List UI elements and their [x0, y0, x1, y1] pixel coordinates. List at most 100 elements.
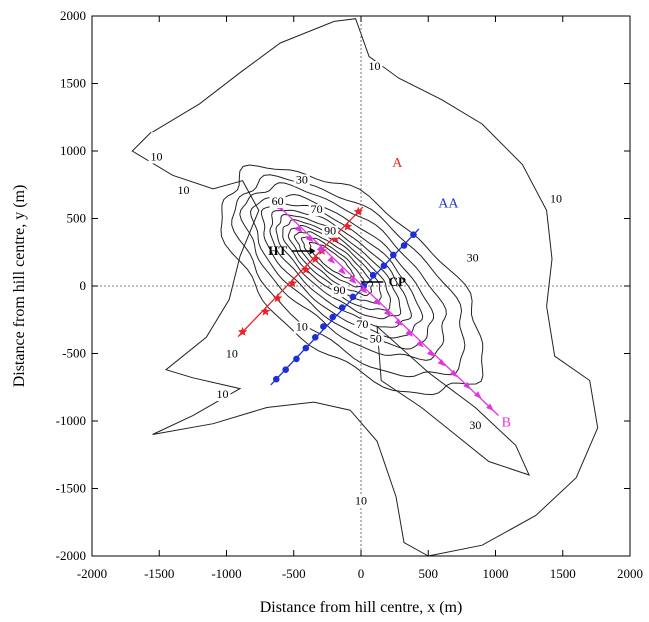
series-point — [282, 366, 289, 374]
x-axis-label: Distance from hill centre, x (m) — [260, 599, 463, 616]
series-point — [400, 242, 408, 249]
y-tick-label: -2000 — [56, 548, 86, 563]
contour-lines — [131, 18, 599, 557]
contour-label-bg — [353, 495, 369, 508]
series-point — [287, 278, 298, 288]
series-point — [416, 340, 424, 348]
y-tick-label: -500 — [62, 346, 86, 361]
contour-label-bg — [331, 285, 348, 298]
y-tick-label: 500 — [67, 211, 87, 226]
series-point — [342, 221, 353, 231]
contour-label: 10 — [368, 59, 380, 73]
x-tick-label: -2000 — [77, 566, 107, 581]
series-point — [260, 306, 271, 316]
series-point — [463, 381, 471, 390]
contour-line — [308, 241, 355, 279]
contour-line — [287, 225, 382, 304]
series-point — [359, 286, 368, 294]
series-point — [383, 309, 392, 317]
x-tick-label: 0 — [358, 566, 365, 581]
series-point — [320, 323, 327, 330]
contour-label: 10 — [216, 387, 228, 401]
series-point — [380, 262, 388, 270]
series-point — [272, 375, 280, 383]
series-point — [437, 358, 446, 367]
series-point — [369, 271, 377, 279]
y-tick-label: 2000 — [60, 8, 86, 23]
contour-line — [275, 213, 402, 320]
series-point — [349, 293, 357, 301]
series-point — [295, 225, 303, 233]
contour-label: 10 — [550, 191, 562, 205]
contour-label-bg — [464, 252, 481, 265]
x-tick-label: 1000 — [483, 566, 509, 581]
contour-label: 10 — [177, 183, 189, 197]
contour-label-bg — [322, 225, 339, 238]
contour-label: 30 — [467, 251, 479, 265]
series-aa — [270, 228, 420, 386]
annotation-label: A — [392, 156, 403, 171]
x-tick-label: 500 — [419, 566, 439, 581]
series-point — [310, 254, 320, 263]
contour-label-bg — [366, 61, 383, 73]
series-point — [301, 264, 311, 274]
contour-label-bg — [148, 151, 165, 164]
series-point — [486, 403, 494, 411]
annotation-label: HT — [268, 243, 287, 258]
series-point — [330, 233, 341, 243]
contour-label-bg — [354, 318, 371, 331]
y-axis-label: Distance from hill centre, y (m) — [11, 185, 28, 388]
x-tick-label: -1000 — [211, 566, 241, 581]
series-line — [237, 206, 364, 338]
series-point — [305, 234, 314, 243]
contour-label-bg — [223, 348, 240, 361]
x-axis-ticks: -2000 -1500 -1000 -500 0 500 1000 1500 2000 — [77, 16, 643, 581]
contour-label: 10 — [226, 347, 238, 361]
contour-label: 90 — [333, 283, 345, 297]
series-point — [410, 231, 417, 238]
series-point — [389, 251, 397, 259]
contour-label: 70 — [356, 317, 368, 331]
contour-label: 60 — [272, 194, 284, 208]
contour-label: 50 — [370, 332, 382, 346]
series-point — [311, 334, 319, 341]
y-tick-label: 0 — [80, 278, 87, 293]
contour-label-bg — [175, 185, 192, 198]
series-b — [271, 199, 499, 416]
contour-line-outer — [152, 18, 599, 557]
series-point — [329, 313, 337, 321]
series-point — [237, 326, 248, 336]
series-point — [302, 344, 310, 352]
contour-line — [231, 174, 466, 378]
series-point — [474, 391, 482, 399]
series-point — [373, 298, 381, 306]
contour-label: 30 — [296, 172, 308, 186]
contour-line — [249, 193, 434, 350]
transect-series — [237, 199, 499, 416]
contour-label-bg — [293, 321, 310, 334]
series-point — [353, 206, 364, 216]
series-point — [338, 267, 346, 275]
contour-label: 10 — [296, 320, 308, 334]
annotation-label: CP — [389, 274, 406, 289]
x-tick-label: 2000 — [617, 566, 643, 581]
x-tick-label: -1500 — [144, 566, 174, 581]
y-tick-label: -1000 — [56, 413, 86, 428]
annotation-arrow-head — [309, 247, 316, 255]
contour-line — [269, 209, 413, 328]
contour-label-bg — [269, 196, 286, 208]
series-point — [360, 282, 367, 290]
contour-label: 70 — [311, 202, 323, 216]
y-tick-label: 1500 — [60, 76, 86, 91]
series-point — [338, 304, 346, 311]
contour-label-bg — [467, 420, 484, 433]
series-point — [449, 369, 458, 378]
contour-line — [239, 182, 447, 361]
contour-label-bg — [548, 193, 565, 206]
series-point — [405, 329, 414, 337]
series-point — [293, 355, 300, 363]
x-tick-label: 1500 — [550, 566, 576, 581]
contour-line — [282, 218, 392, 311]
